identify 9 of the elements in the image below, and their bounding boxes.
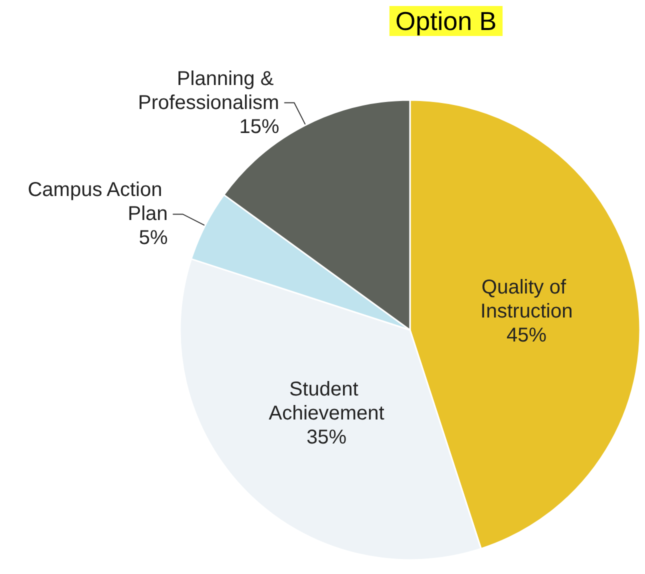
data-label: 5% — [138, 227, 168, 250]
slice-label: Campus Action Plan — [28, 179, 168, 226]
chart-title: Option B — [395, 6, 497, 36]
slice-label: Quality of Instruction — [480, 276, 573, 323]
data-label: 15% — [239, 116, 280, 138]
slice-label: Student Achievement — [268, 378, 385, 424]
data-label: 45% — [506, 324, 547, 347]
slice-label: Planning & Professionalism — [138, 68, 280, 114]
data-label: 35% — [306, 426, 347, 448]
